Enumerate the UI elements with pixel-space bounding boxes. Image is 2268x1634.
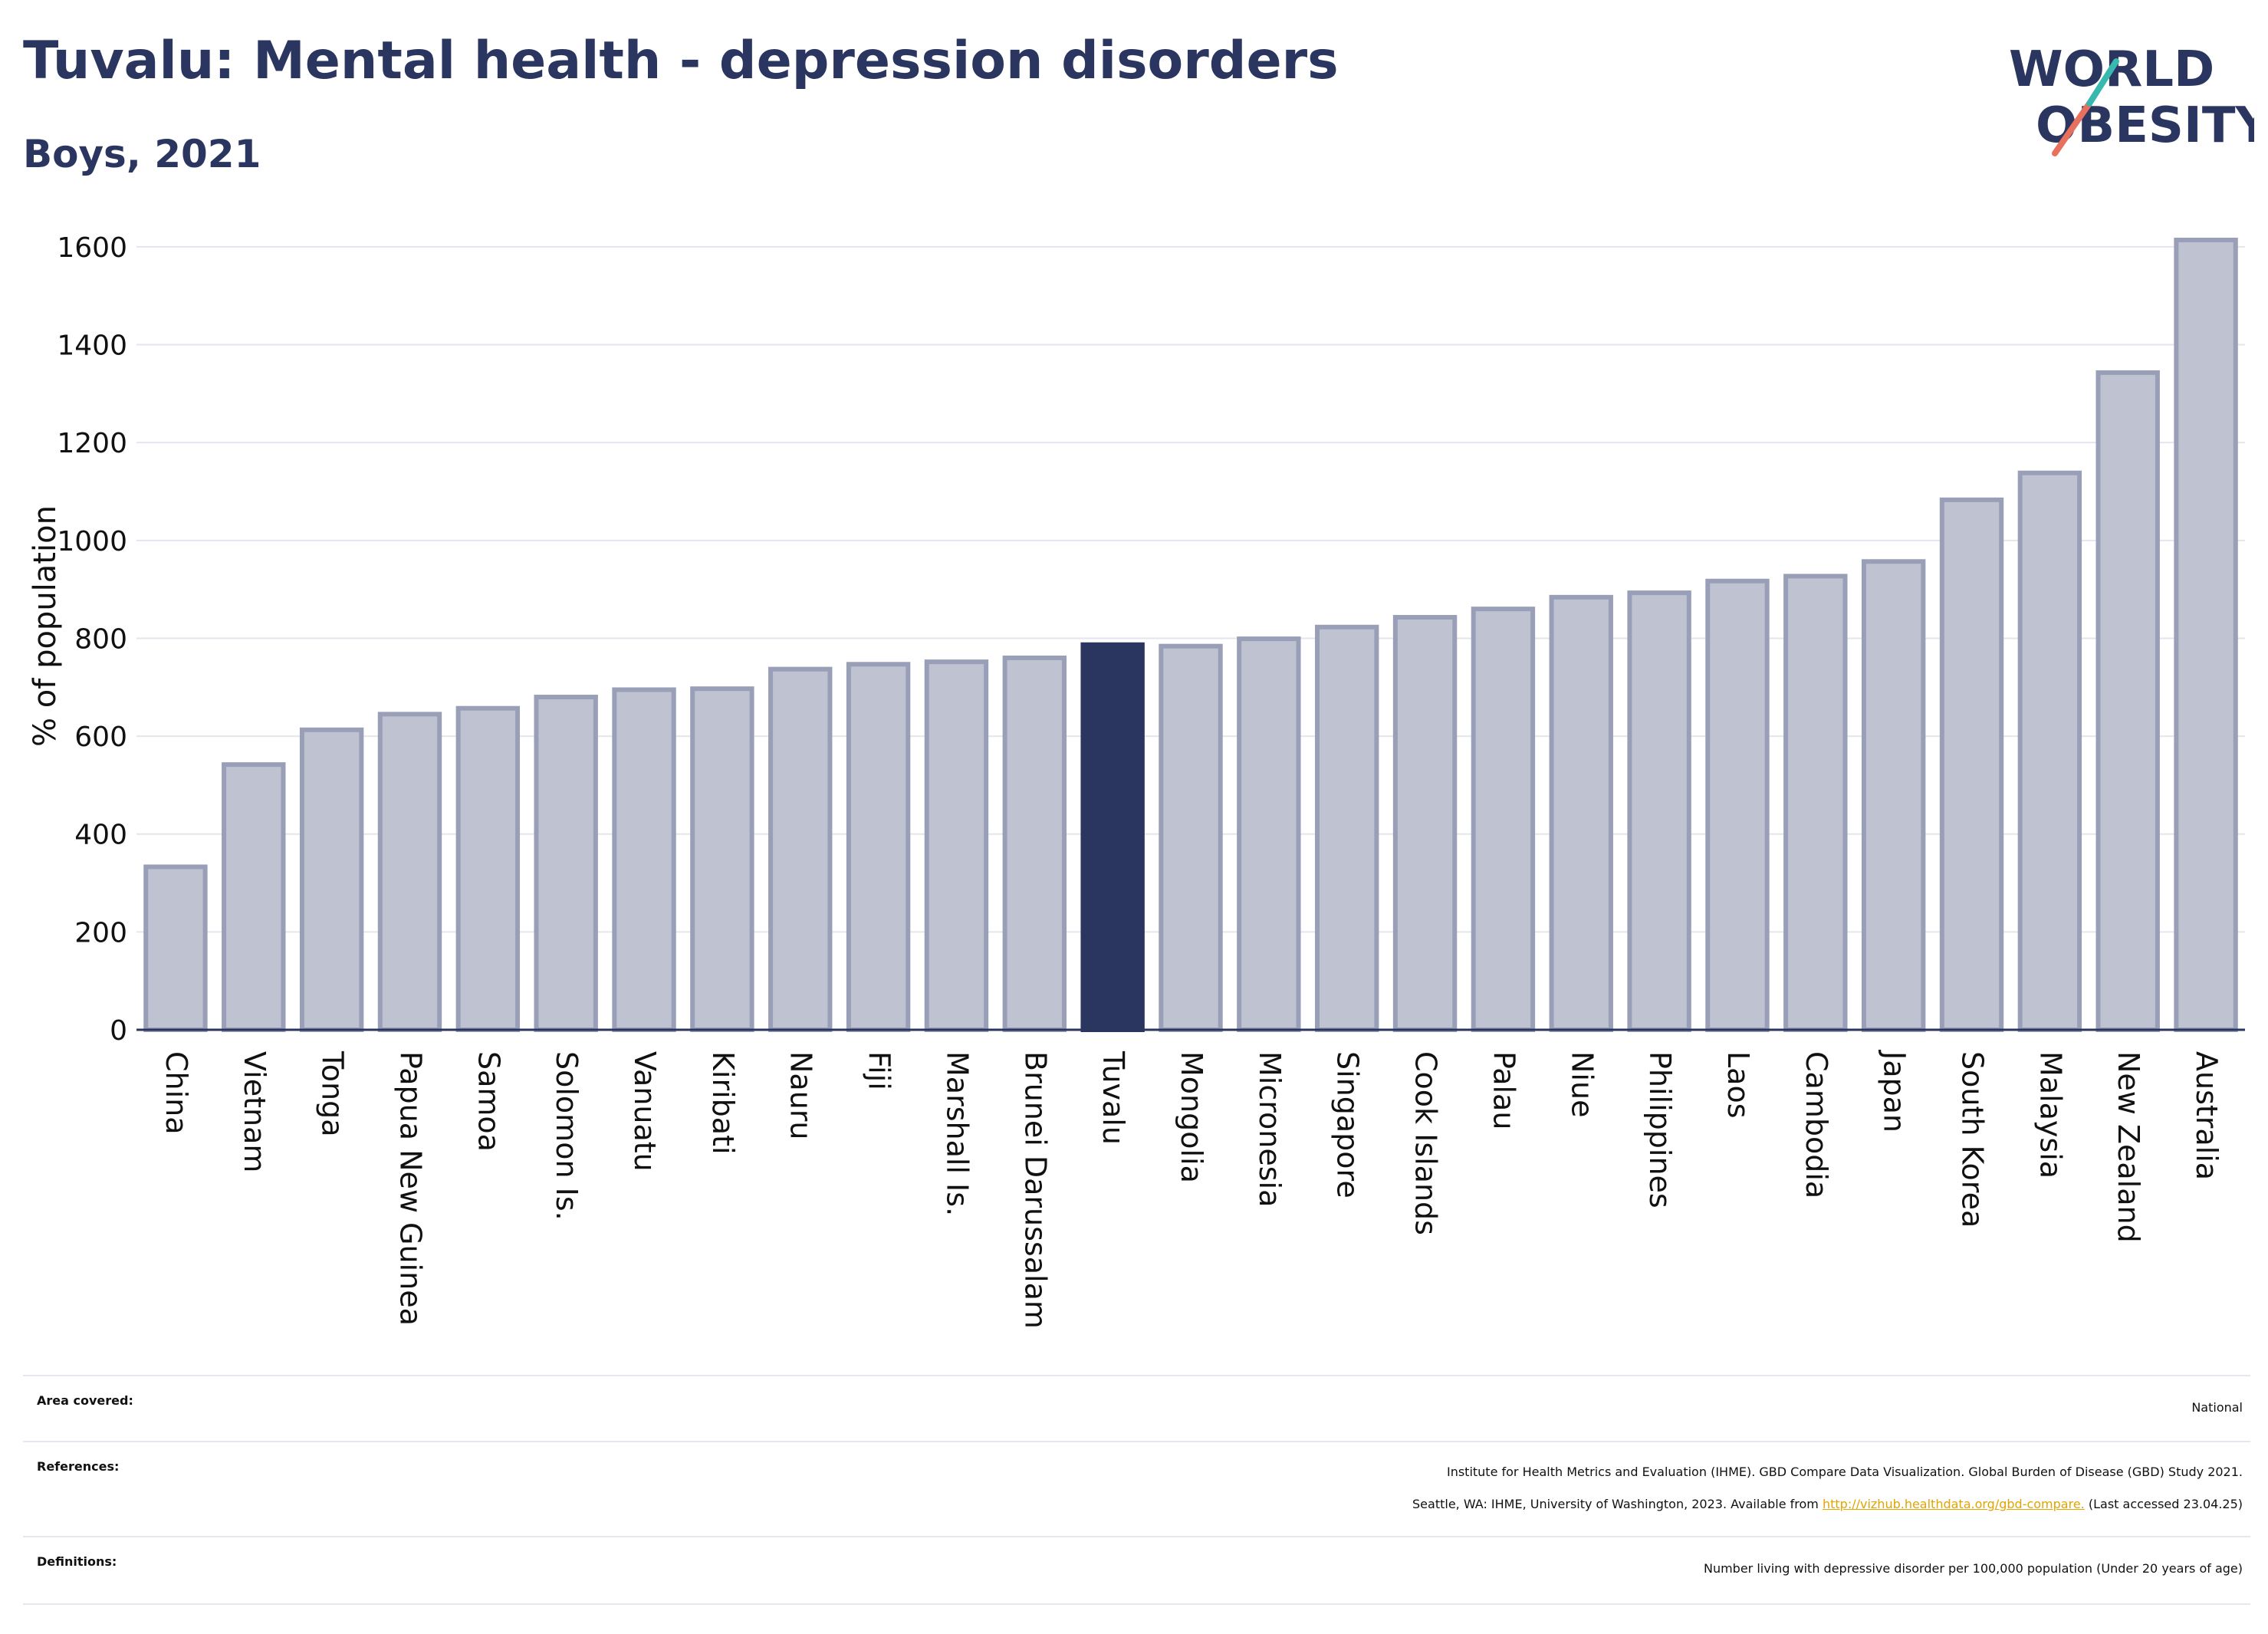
area-covered-value: National xyxy=(2191,1400,2243,1415)
y-tick-label: 1200 xyxy=(57,428,127,459)
bar-fiji xyxy=(846,662,911,1033)
x-tick-label: Nauru xyxy=(784,1051,818,1140)
references-line2: Seattle, WA: IHME, University of Washing… xyxy=(1412,1488,2243,1521)
bar-south-korea xyxy=(1939,497,2004,1032)
chart-subtitle: Boys, 2021 xyxy=(23,132,261,176)
x-tick-label: Philippines xyxy=(1643,1051,1677,1208)
y-tick-label: 0 xyxy=(110,1015,127,1047)
x-tick-label: Solomon Is. xyxy=(550,1051,583,1221)
y-tick-label: 600 xyxy=(74,722,127,753)
info-references-row: References: Institute for Health Metrics… xyxy=(23,1441,2250,1537)
x-tick-label: Malaysia xyxy=(2033,1051,2067,1179)
bar-papua-new-guinea xyxy=(377,712,442,1032)
info-definitions-row: Definitions: Number living with depressi… xyxy=(23,1536,2250,1605)
x-tick-label: Niue xyxy=(1565,1051,1599,1117)
bar-samoa xyxy=(455,705,521,1032)
bar-laos xyxy=(1705,578,1770,1032)
references-line2-suffix: (Last accessed 23.04.25) xyxy=(2084,1497,2243,1511)
x-tick-label: Australia xyxy=(2190,1051,2224,1180)
x-tick-label: Tonga xyxy=(316,1050,350,1137)
references-line1: Institute for Health Metrics and Evaluat… xyxy=(1446,1465,2243,1479)
bar-palau xyxy=(1471,607,1536,1032)
bar-china xyxy=(143,864,208,1033)
bar-marshall-is- xyxy=(924,659,989,1032)
bar-philippines xyxy=(1627,590,1691,1032)
y-tick-label: 200 xyxy=(74,917,127,949)
x-tick-label: Vietnam xyxy=(238,1051,271,1172)
bar-chart: 0 200 400 600 800 1000 1200 1400 1600 % of popula… xyxy=(28,232,2245,1329)
bar-kiribati xyxy=(690,686,754,1032)
x-tick-label: Japan xyxy=(1878,1050,1911,1133)
x-tick-label: South Korea xyxy=(1956,1051,1990,1228)
bar-cook-islands xyxy=(1392,615,1458,1032)
y-tick-label: 400 xyxy=(74,820,127,851)
definitions-label: Definitions: xyxy=(37,1554,117,1569)
x-tick-label: Singapore xyxy=(1331,1051,1365,1198)
x-tick-label: Fiji xyxy=(863,1051,896,1090)
bar-niue xyxy=(1549,594,1613,1032)
references-line2-prefix: Seattle, WA: IHME, University of Washing… xyxy=(1412,1497,1823,1511)
bar-malaysia xyxy=(2017,470,2082,1032)
bar-new-zealand xyxy=(2095,370,2160,1032)
bar-nauru xyxy=(768,666,833,1032)
x-tick-label: New Zealand xyxy=(2112,1051,2145,1243)
x-tick-label: Laos xyxy=(1721,1051,1755,1119)
y-tick-label: 1600 xyxy=(57,232,127,264)
x-tick-label: Vanuatu xyxy=(628,1051,662,1172)
x-tick-label: Mongolia xyxy=(1175,1051,1208,1183)
bar-singapore xyxy=(1315,624,1379,1032)
bar-vietnam xyxy=(222,762,286,1032)
area-covered-label: Area covered: xyxy=(37,1393,133,1408)
x-tick-label: Papua New Guinea xyxy=(393,1051,427,1326)
chart-title: Tuvalu: Mental health - depression disor… xyxy=(23,31,1339,91)
bar-micronesia xyxy=(1237,636,1301,1032)
x-tick-label: Palau xyxy=(1487,1051,1520,1129)
y-tick-label: 1000 xyxy=(57,526,127,557)
x-tick-label: Samoa xyxy=(472,1051,505,1152)
definitions-value: Number living with depressive disorder p… xyxy=(1703,1561,2243,1576)
bar-tonga xyxy=(299,727,364,1032)
x-tick-label: Brunei Darussalam xyxy=(1018,1051,1052,1329)
world-obesity-logo: WORLD OBESITY xyxy=(2009,41,2254,156)
y-tick-label: 800 xyxy=(74,623,127,655)
references-label: References: xyxy=(37,1459,120,1474)
x-tick-label: Cambodia xyxy=(1800,1051,1833,1198)
x-tick-label: China xyxy=(159,1051,193,1135)
bar-japan xyxy=(1861,559,1926,1032)
bar-australia xyxy=(2174,237,2238,1033)
bar-solomon-is- xyxy=(534,695,598,1032)
references-value: Institute for Health Metrics and Evaluat… xyxy=(1412,1456,2243,1521)
bar-mongolia xyxy=(1159,643,1223,1032)
bar-brunei-darussalam xyxy=(1002,655,1067,1032)
bar-vanuatu xyxy=(612,687,676,1032)
x-tick-label: Kiribati xyxy=(706,1051,740,1155)
y-tick-label: 1400 xyxy=(57,330,127,362)
x-tick-label: Marshall Is. xyxy=(940,1051,974,1216)
x-tick-label: Cook Islands xyxy=(1409,1051,1443,1235)
x-tick-label: Tuvalu xyxy=(1096,1050,1130,1145)
bar-tuvalu xyxy=(1080,642,1145,1032)
info-area-row: Area covered: National xyxy=(23,1375,2250,1442)
x-tick-label: Micronesia xyxy=(1253,1051,1287,1207)
bar-cambodia xyxy=(1783,574,1848,1032)
references-link[interactable]: http://vizhub.healthdata.org/gbd-compare… xyxy=(1822,1497,2085,1511)
y-axis-label: % of population xyxy=(28,505,63,747)
